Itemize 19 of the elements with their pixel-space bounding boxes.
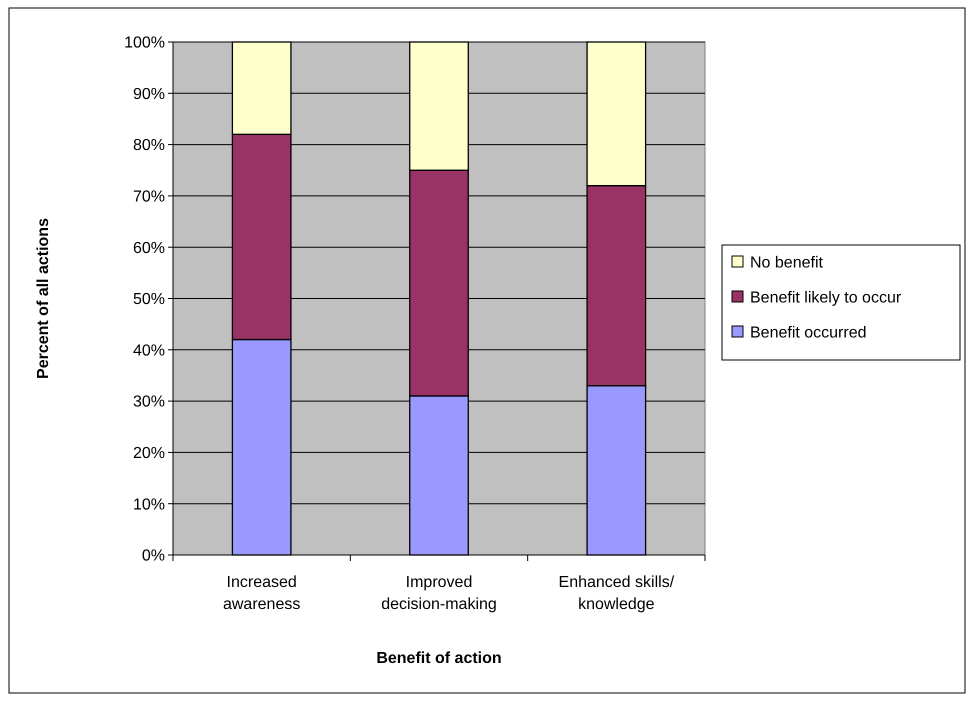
y-tick-label: 40% — [132, 342, 165, 360]
y-tick-label: 100% — [124, 34, 165, 52]
y-tick-label: 60% — [132, 240, 165, 257]
y-tick-label: 10% — [132, 496, 165, 514]
y-tick-label: 90% — [132, 86, 165, 103]
x-tick-label: Increased awareness — [222, 574, 300, 613]
y-tick-label: 30% — [132, 394, 165, 411]
y-tick-label: 70% — [132, 188, 165, 206]
y-axis-title: Percent of all actions — [35, 218, 52, 379]
y-tick-label: 80% — [132, 137, 165, 154]
x-tick-label: Enhanced skills/ knowledge — [558, 574, 675, 613]
legend-label: No benefit — [750, 254, 824, 272]
y-tick-label: 20% — [132, 445, 165, 462]
legend-label: Benefit likely to occur — [750, 290, 902, 307]
x-tick-label: Improved decision-making — [381, 574, 497, 613]
y-tick-label: 50% — [132, 291, 165, 308]
x-axis-title: Benefit of action — [376, 650, 502, 667]
legend-label: Benefit occurred — [750, 324, 867, 342]
y-tick-label: 0% — [142, 548, 165, 565]
